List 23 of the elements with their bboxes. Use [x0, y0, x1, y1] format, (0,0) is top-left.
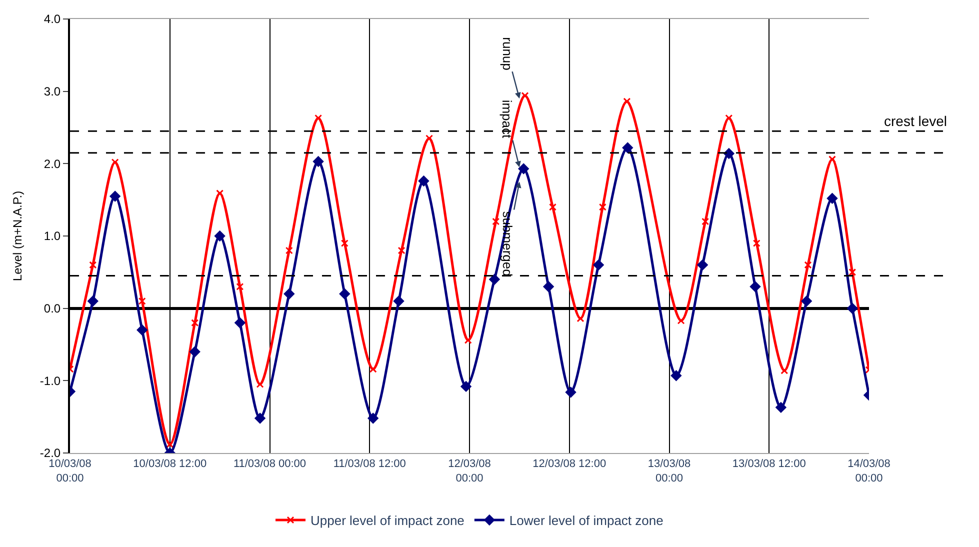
annotation: submerged — [500, 211, 516, 276]
y-tick-label: 0.0 — [44, 302, 61, 316]
x-tick-label: 10/03/08 00:00 — [48, 458, 92, 484]
legend-label: Lower level of impact zone — [509, 513, 664, 528]
ref-line-label: crest level — [884, 113, 948, 129]
x-tick-label: 11/03/08 00:00 — [233, 458, 306, 470]
y-axis-title: Level (m+N.A.P.) — [10, 190, 25, 282]
x-tick-label: 12/03/08 12:00 — [532, 458, 606, 470]
y-tick-label: 4.0 — [44, 12, 61, 26]
x-tick-label: 12/03/08 00:00 — [448, 458, 491, 484]
legend-label: Upper level of impact zone — [310, 513, 464, 528]
x-tick-label: 13/03/08 12:00 — [732, 458, 806, 470]
y-tick-label: 3.0 — [44, 84, 61, 99]
x-tick-label: 14/03/08 00:00 — [848, 458, 890, 484]
y-tick-label: 1.0 — [44, 229, 61, 244]
y-tick-label: -2.0 — [40, 446, 61, 460]
y-tick-label: -1.0 — [40, 374, 61, 388]
x-tick-label: 11/03/08 12:00 — [333, 458, 406, 470]
y-tick-label: 2.0 — [44, 156, 61, 171]
annotation: impact — [500, 100, 515, 139]
annotation: runup — [500, 37, 516, 70]
x-tick-label: 13/03/08 00:00 — [648, 458, 691, 484]
x-tick-label: 10/03/08 12:00 — [133, 458, 207, 470]
